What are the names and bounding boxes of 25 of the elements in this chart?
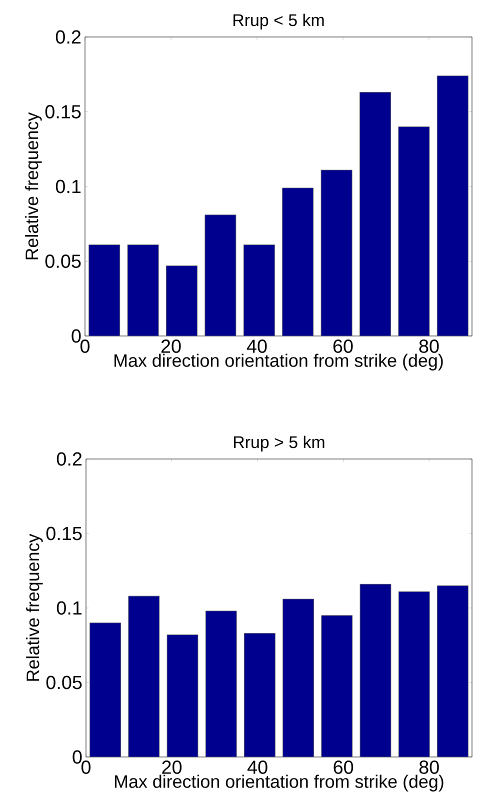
x-tick-label: 40 <box>246 340 267 353</box>
x-tick-label: 20 <box>161 340 181 353</box>
x-tick-label: 40 <box>247 760 268 774</box>
y-tick-label: 0.1 <box>56 601 82 615</box>
chart-title: Rrup < 5 km <box>234 14 324 30</box>
x-tick-label: 60 <box>334 760 354 774</box>
y-tick-label: 0 <box>72 329 81 343</box>
y-tick-label: 0.05 <box>46 676 82 690</box>
y-tick-label: 0.2 <box>56 30 81 44</box>
y-tick-label: 0.05 <box>45 254 81 268</box>
x-tick-label: 80 <box>419 340 439 353</box>
y-axis-title: Relative frequency <box>25 112 42 260</box>
y-axis-title: Relative frequency <box>26 534 43 681</box>
y-tick-label: 0.15 <box>45 105 81 118</box>
x-tick-label: 20 <box>162 760 182 774</box>
y-tick-label: 0 <box>72 750 82 764</box>
x-tick-label: 0 <box>81 760 91 774</box>
x-axis-title: Max direction orientation from strike (deg) <box>115 774 444 792</box>
x-axis-title: Max direction orientation from strike (deg) <box>114 354 443 370</box>
y-tick-label: 0.15 <box>46 526 82 540</box>
x-tick-label: 60 <box>333 340 353 353</box>
y-tick-label: 0.1 <box>56 180 81 194</box>
x-tick-label: 80 <box>419 760 439 774</box>
y-tick-label: 0.2 <box>56 452 82 466</box>
chart-title: Rrup > 5 km <box>234 436 324 452</box>
